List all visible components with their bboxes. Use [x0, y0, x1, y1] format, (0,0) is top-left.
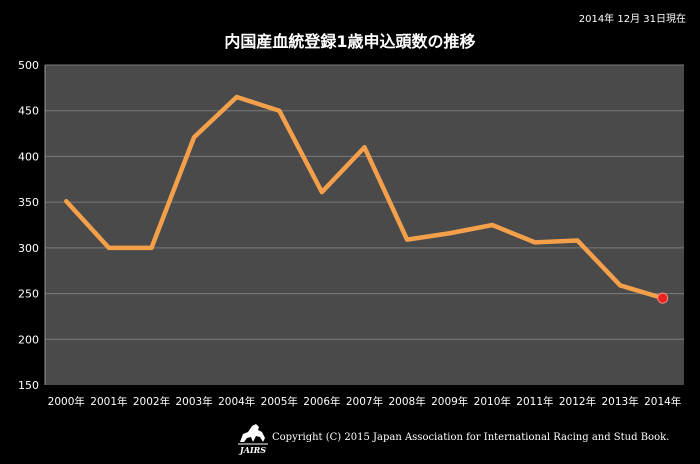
y-tick-label: 450	[18, 105, 39, 118]
x-tick-label: 2005年	[261, 395, 298, 408]
data-point	[362, 145, 367, 150]
data-point	[149, 245, 154, 250]
logo-text: JAIRS	[239, 445, 267, 455]
y-tick-label: 200	[18, 333, 39, 346]
x-tick-label: 2014年	[644, 395, 681, 408]
plot-area	[45, 65, 684, 385]
data-point	[192, 135, 197, 140]
y-tick-label: 300	[18, 242, 39, 255]
y-tick-label: 250	[18, 288, 39, 301]
data-point	[277, 108, 282, 113]
x-tick-label: 2002年	[133, 395, 170, 408]
y-tick-label: 400	[18, 150, 39, 163]
y-tick-label: 150	[18, 379, 39, 392]
horse-icon	[238, 424, 268, 445]
as-of-date-note: 2014年 12月 31日現在	[578, 14, 686, 25]
data-point	[64, 199, 69, 204]
x-tick-label: 2004年	[218, 395, 255, 408]
data-point	[106, 245, 111, 250]
latest-data-point	[657, 292, 669, 304]
x-tick-label: 2012年	[559, 395, 596, 408]
x-tick-label: 2000年	[48, 395, 85, 408]
y-tick-label: 500	[18, 59, 39, 72]
data-point	[234, 95, 239, 99]
copyright-text: Copyright (C) 2015 Japan Association for…	[272, 432, 670, 443]
x-tick-label: 2007年	[346, 395, 383, 408]
data-point	[532, 240, 537, 245]
x-tick-label: 2013年	[601, 395, 638, 408]
x-tick-label: 2008年	[388, 395, 425, 408]
jairs-logo: JAIRS	[234, 420, 272, 456]
x-tick-label: 2009年	[431, 395, 468, 408]
data-point	[319, 190, 324, 195]
x-tick-label: 2010年	[474, 395, 511, 408]
x-tick-label: 2001年	[90, 395, 127, 408]
y-tick-label: 350	[18, 196, 39, 209]
data-point	[575, 238, 580, 243]
data-point	[405, 237, 410, 242]
chart-title: 内国産血統登録1歳申込頭数の推移	[224, 32, 476, 51]
x-tick-label: 2006年	[303, 395, 340, 408]
x-tick-label: 2003年	[175, 395, 212, 408]
data-point	[618, 283, 623, 288]
x-tick-label: 2011年	[516, 395, 553, 408]
data-point	[490, 223, 495, 227]
data-point	[447, 231, 452, 236]
